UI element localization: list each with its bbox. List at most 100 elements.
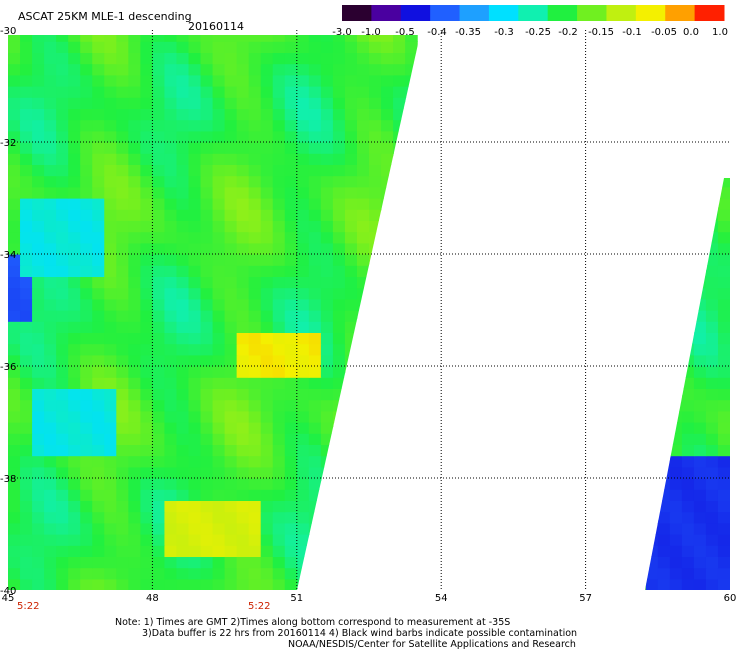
colorbar-swatch (547, 5, 578, 21)
heatmap-cell (32, 321, 45, 333)
heatmap-cell (224, 388, 238, 401)
heatmap-cell (44, 366, 57, 378)
heatmap-cell (80, 198, 93, 210)
heatmap-cell (248, 534, 262, 546)
heatmap-cell (176, 265, 190, 277)
heatmap-cell (694, 153, 707, 165)
heatmap-cell (92, 142, 105, 154)
heatmap-cell (332, 410, 346, 423)
heatmap-cell (212, 86, 226, 98)
heatmap-cell (669, 298, 683, 311)
heatmap-cell (116, 119, 129, 132)
heatmap-cell (646, 108, 659, 120)
heatmap-cell (92, 119, 105, 132)
heatmap-cell (260, 321, 274, 333)
heatmap-cell (296, 198, 310, 210)
heatmap-cell (56, 377, 69, 389)
heatmap-cell (164, 298, 178, 311)
heatmap-cell (32, 422, 45, 434)
heatmap-cell (164, 142, 178, 154)
heatmap-cell (320, 63, 334, 76)
heatmap-cell (32, 164, 45, 177)
heatmap-cell (405, 63, 418, 76)
heatmap-cell (20, 265, 33, 277)
heatmap-cell (152, 63, 166, 76)
heatmap-cell (68, 567, 81, 580)
heatmap-cell (32, 545, 45, 557)
heatmap-cell (68, 354, 81, 367)
heatmap-cell (369, 209, 382, 221)
heatmap-cell (212, 41, 226, 53)
heatmap-cell (332, 377, 346, 389)
heatmap-cell (369, 41, 382, 53)
heatmap-cell (188, 164, 202, 177)
heatmap-cell (381, 86, 394, 98)
heatmap-cell (320, 198, 334, 210)
heatmap-cell (705, 298, 719, 311)
heatmap-cell (356, 556, 370, 569)
heatmap-cell (152, 321, 166, 333)
heatmap-cell (296, 388, 310, 401)
heatmap-cell (212, 522, 226, 535)
heatmap-cell (152, 545, 166, 557)
heatmap-cell (260, 466, 274, 479)
heatmap-cell (8, 142, 21, 154)
heatmap-cell (260, 433, 274, 445)
heatmap-cell (369, 164, 382, 177)
heatmap-cell (128, 321, 141, 333)
note-line-3: NOAA/NESDIS/Center for Satellite Applica… (288, 639, 576, 650)
heatmap-cell (236, 310, 250, 322)
heatmap-cell (152, 254, 166, 266)
heatmap-cell (176, 97, 190, 109)
heatmap-cell (68, 433, 81, 445)
heatmap-cell (332, 545, 346, 557)
heatmap-cell (284, 399, 298, 412)
heatmap-cell (56, 466, 69, 479)
heatmap-cell (393, 41, 406, 53)
heatmap-cell (296, 332, 310, 345)
heatmap-cell (104, 97, 117, 109)
heatmap-cell (188, 388, 202, 401)
heatmap-cell (152, 298, 166, 311)
heatmap-cell (20, 455, 33, 468)
heatmap-cell (128, 377, 141, 389)
heatmap-cell (56, 511, 69, 524)
heatmap-cell (152, 209, 166, 221)
heatmap-cell (693, 242, 707, 255)
heatmap-cell (705, 354, 719, 367)
heatmap-cell (681, 478, 695, 490)
heatmap-cell (320, 74, 334, 87)
heatmap-cell (80, 522, 93, 535)
heatmap-cell (260, 556, 274, 569)
heatmap-cell (80, 310, 93, 322)
heatmap-cell (332, 175, 346, 188)
heatmap-cell (332, 433, 346, 445)
heatmap-cell (272, 287, 286, 300)
heatmap-cell (717, 377, 730, 389)
heatmap-cell (32, 153, 45, 165)
heatmap-cell (645, 287, 659, 300)
heatmap-cell (670, 52, 683, 64)
heatmap-cell (693, 500, 707, 513)
heatmap-cell (80, 298, 93, 311)
heatmap-cell (344, 489, 358, 501)
heatmap-cell (381, 433, 394, 445)
heatmap-cell (140, 399, 153, 412)
heatmap-cell (669, 545, 683, 557)
heatmap-cell (80, 433, 93, 445)
heatmap-cell (176, 388, 190, 401)
heatmap-cell (116, 254, 129, 266)
colorbar-swatch (635, 5, 666, 21)
heatmap-cell (658, 108, 671, 120)
heatmap-cell (104, 119, 117, 132)
heatmap-cell (68, 164, 81, 177)
heatmap-cell (381, 164, 394, 177)
heatmap-cell (116, 108, 129, 121)
heatmap-cell (8, 287, 21, 300)
heatmap-cell (369, 242, 382, 255)
heatmap-cell (681, 433, 695, 445)
heatmap-cell (200, 186, 214, 199)
heatmap-cell (116, 198, 129, 210)
heatmap-cell (705, 522, 719, 535)
heatmap-cell (705, 198, 719, 210)
